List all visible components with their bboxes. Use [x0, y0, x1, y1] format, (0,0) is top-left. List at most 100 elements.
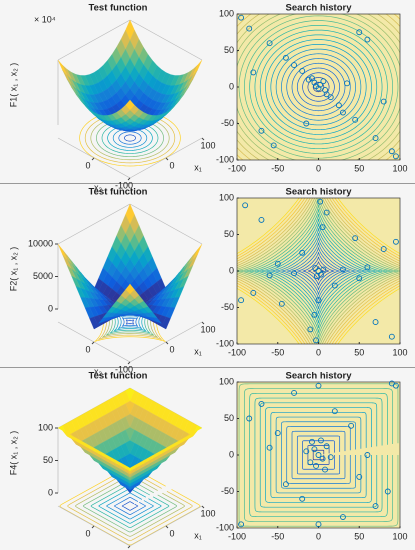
contour-line: [286, 242, 351, 300]
x-axis-label: x₁: [194, 530, 202, 540]
search-point: [317, 437, 324, 444]
search-point: [323, 443, 330, 450]
x-tick-label: 100: [392, 163, 407, 173]
y-tick: [127, 177, 131, 181]
y-tick-label: -50: [221, 118, 234, 128]
x-axis-label: x₁: [194, 162, 202, 172]
contour-line: [276, 233, 361, 309]
contour-line: [265, 223, 372, 319]
y-tick-label: 0: [229, 81, 234, 91]
contour-line: [296, 67, 341, 107]
search-point: [352, 235, 359, 242]
x-tick-label: 0: [169, 160, 174, 170]
contour-line: [291, 62, 346, 112]
search-point: [309, 75, 315, 82]
search-point: [364, 452, 371, 458]
search-point: [313, 83, 320, 90]
search-point: [312, 265, 319, 272]
search-point: [323, 91, 330, 98]
contour-line: [312, 449, 325, 461]
search-point: [313, 273, 320, 280]
axis-edge: [129, 203, 203, 245]
search-point: [327, 94, 334, 101]
x-tick: [201, 505, 205, 509]
y-tick-label: -100: [115, 548, 133, 550]
search-point: [315, 297, 322, 304]
y-axis-label: x₂: [94, 182, 103, 192]
x-tick: [165, 525, 169, 529]
z-tick-label: 5000: [33, 271, 53, 281]
search-point: [352, 116, 359, 123]
y-tick-label: -100: [216, 522, 234, 532]
search-point: [307, 326, 314, 333]
contour-line: [237, 198, 400, 344]
search-point: [311, 311, 318, 318]
search-point: [238, 521, 245, 528]
search-point: [313, 463, 320, 469]
z-tick-label: 0: [48, 303, 53, 313]
x-tick-label: 50: [354, 531, 364, 541]
search-point: [313, 337, 320, 344]
x-tick-label: 50: [354, 163, 364, 173]
search-point: [322, 466, 328, 473]
x-tick-label: 100: [392, 531, 407, 541]
contour-line: [302, 72, 335, 102]
x-axis-label: x₁: [194, 346, 202, 356]
contour-line: [275, 416, 362, 494]
search-point: [299, 495, 306, 502]
search-point: [348, 422, 355, 429]
contour-line: [281, 421, 356, 489]
x-tick-label: -100: [228, 163, 246, 173]
search-point: [266, 444, 273, 451]
contour-line: [254, 214, 383, 328]
z-axis-label: F1( x₁ , x₂ ): [8, 63, 18, 108]
contour-line: [243, 20, 394, 154]
search-point: [327, 454, 334, 461]
contour-line: [254, 29, 383, 145]
surface-patch: [125, 283, 135, 295]
y-tick-label: 0: [229, 449, 234, 459]
search-point: [246, 25, 253, 32]
search-point: [311, 79, 318, 86]
x-tick-label: -50: [271, 347, 284, 357]
contour-line: [237, 198, 400, 344]
search-point: [315, 521, 322, 528]
contour-line: [270, 411, 367, 499]
search-point: [356, 275, 363, 282]
search-point: [274, 430, 281, 437]
panel-title: Test function: [89, 371, 148, 382]
search-point: [319, 224, 326, 231]
search-point: [364, 36, 371, 43]
contour-line: [249, 24, 388, 150]
x-tick-label: 0: [316, 163, 321, 173]
z-tick-label: 100: [38, 422, 53, 432]
search-point: [315, 382, 322, 389]
contour-line: [265, 407, 372, 503]
floor-contour: [118, 131, 142, 145]
x-tick-label: -100: [228, 347, 246, 357]
y-tick: [91, 341, 95, 345]
search-point: [320, 266, 327, 273]
search-point: [274, 260, 281, 267]
surface-panel: Test function 0 100 -100 0 x₁ x₂ F2( x₁ , x₂ ) 0…: [8, 187, 215, 377]
x-tick: [165, 157, 169, 161]
x-tick: [201, 137, 205, 141]
search-point: [356, 29, 363, 36]
y-tick-label: -100: [115, 180, 133, 190]
z-tick-label: 10000: [28, 238, 53, 248]
search-point: [315, 452, 322, 458]
search-point: [266, 272, 273, 279]
contour-line: [291, 247, 346, 295]
contour-line: [237, 14, 400, 160]
contour-line: [281, 53, 356, 121]
y-tick: [127, 545, 131, 549]
y-tick-label: -100: [216, 338, 234, 348]
panel-title: Test function: [89, 187, 148, 198]
search-point: [307, 459, 314, 466]
y-tick-label: -100: [216, 154, 234, 164]
panel-title: Search history: [286, 187, 353, 198]
search-point: [372, 319, 379, 326]
search-point: [282, 481, 289, 488]
z-axis-label: F4( x₁ , x₂ ): [8, 431, 18, 476]
search-point: [388, 148, 395, 155]
